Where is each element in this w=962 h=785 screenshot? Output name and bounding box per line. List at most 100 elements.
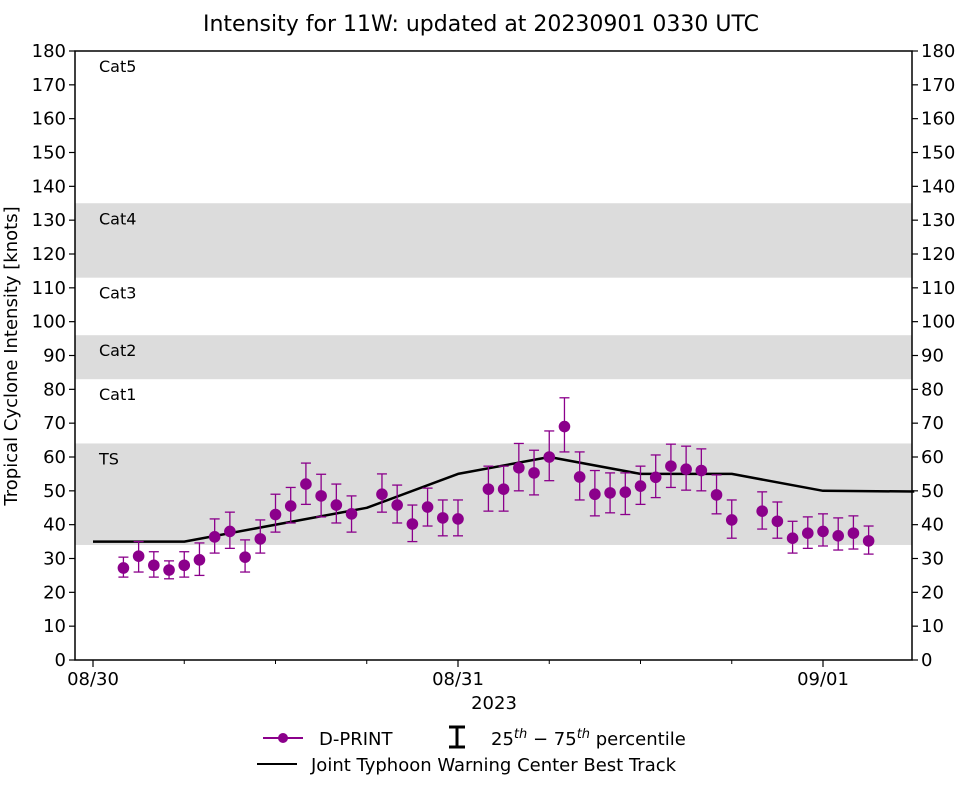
dprint-point (239, 539, 251, 573)
pct-suffix: percentile (590, 729, 686, 750)
y-tick-label-right: 150 (921, 143, 955, 164)
x-tick-label: 08/31 (432, 669, 484, 690)
dprint-marker (558, 420, 571, 433)
dprint-point (376, 473, 388, 513)
dprint-point (421, 487, 434, 527)
dprint-point (193, 542, 206, 577)
dprint-marker (345, 508, 358, 520)
y-tick-label: 150 (32, 143, 66, 164)
dprint-point (710, 474, 723, 515)
dprint-marker (391, 499, 403, 511)
dprint-marker (528, 467, 540, 479)
category-label-ts: TS (98, 449, 119, 468)
y-tick-label-right: 10 (921, 616, 944, 637)
category-label-cat4: Cat4 (99, 209, 136, 228)
y-axis-label: Tropical Cyclone Intensity [knots] (1, 206, 22, 506)
dprint-marker (801, 527, 814, 539)
dprint-point (254, 519, 267, 554)
y-tick-label: 180 (32, 41, 66, 62)
dprint-point (300, 462, 312, 506)
dprint-point (452, 499, 464, 537)
y-tick-label-right: 80 (921, 379, 944, 400)
dprint-marker (315, 490, 327, 502)
y-axis-right: 0 10 20 30 40 50 60 70 80 90 100 110 120 130 140 150 160… (912, 41, 955, 671)
dprint-point (573, 451, 586, 501)
dprint-point (680, 445, 692, 491)
dprint-point (391, 484, 403, 524)
dprint-marker (269, 508, 282, 521)
y-tick-label: 110 (32, 278, 66, 299)
x-axis-label: 2023 (471, 693, 517, 714)
dprint-point (619, 472, 632, 516)
dprint-point (649, 454, 662, 499)
dprint-point (117, 556, 130, 578)
legend-dprint-label: D-PRINT (319, 729, 393, 750)
y-tick-label-right: 60 (921, 447, 944, 468)
pct-25: 25 (491, 729, 514, 750)
dprint-marker (330, 499, 343, 511)
dprint-point (786, 520, 799, 554)
dprint-marker (224, 525, 236, 538)
dprint-point (725, 499, 738, 539)
dprint-marker (117, 562, 130, 574)
legend-percentile-label: 25th − 75th percentile (491, 727, 686, 750)
y-tick-label-right: 20 (921, 582, 944, 603)
y-tick-label-right: 170 (921, 75, 955, 96)
y-tick-label: 20 (43, 582, 66, 603)
y-tick-label: 130 (32, 210, 66, 231)
y-tick-label-right: 90 (921, 346, 944, 367)
category-bands (75, 203, 912, 545)
dprint-point (634, 465, 647, 506)
x-tick-label: 08/30 (67, 669, 119, 690)
dprint-point (406, 504, 419, 543)
dprint-marker (649, 471, 662, 484)
dprint-marker (178, 559, 191, 572)
dprint-point (330, 483, 343, 524)
y-tick-label: 120 (32, 244, 66, 265)
dprint-point (604, 472, 616, 514)
dprint-point (208, 518, 221, 554)
y-tick-label: 170 (32, 75, 66, 96)
y-tick-label: 40 (43, 515, 66, 536)
dprint-marker (208, 531, 221, 543)
category-label-cat2: Cat2 (99, 341, 136, 360)
dprint-marker (543, 451, 556, 463)
dprint-point (528, 449, 540, 496)
dprint-marker (680, 463, 692, 475)
category-label-cat1: Cat1 (99, 385, 136, 404)
dprint-point (482, 465, 495, 512)
category-label-cat5: Cat5 (99, 57, 136, 76)
dprint-point (132, 540, 145, 573)
dprint-point (801, 516, 814, 549)
dprint-marker (482, 483, 495, 495)
dprint-marker (634, 480, 647, 492)
y-tick-label: 50 (43, 481, 66, 502)
dprint-point (817, 513, 829, 547)
y-tick-label-right: 100 (921, 312, 955, 333)
dprint-point (345, 495, 358, 533)
dprint-point (847, 515, 860, 550)
dprint-marker (421, 501, 434, 513)
dprint-marker (513, 462, 525, 474)
dprint-marker (862, 535, 875, 547)
dprint-point (832, 517, 845, 551)
dprint-marker (436, 512, 449, 524)
dprint-marker (163, 564, 175, 576)
dprint-point (695, 448, 708, 492)
y-tick-label-right: 130 (921, 210, 955, 231)
dprint-marker (725, 514, 738, 526)
y-tick-label-right: 110 (921, 278, 955, 299)
dprint-marker (239, 551, 251, 563)
dprint-marker (376, 488, 388, 501)
dprint-point (862, 525, 875, 555)
dprint-marker (452, 513, 464, 525)
dprint-marker (300, 478, 312, 490)
band-cat2 (75, 335, 912, 380)
dprint-point (224, 511, 236, 549)
dprint-series (117, 397, 875, 580)
y-tick-label: 70 (43, 413, 66, 434)
pct-75: 75 (554, 729, 577, 750)
y-tick-label: 10 (43, 616, 66, 637)
y-tick-label: 0 (55, 650, 66, 671)
